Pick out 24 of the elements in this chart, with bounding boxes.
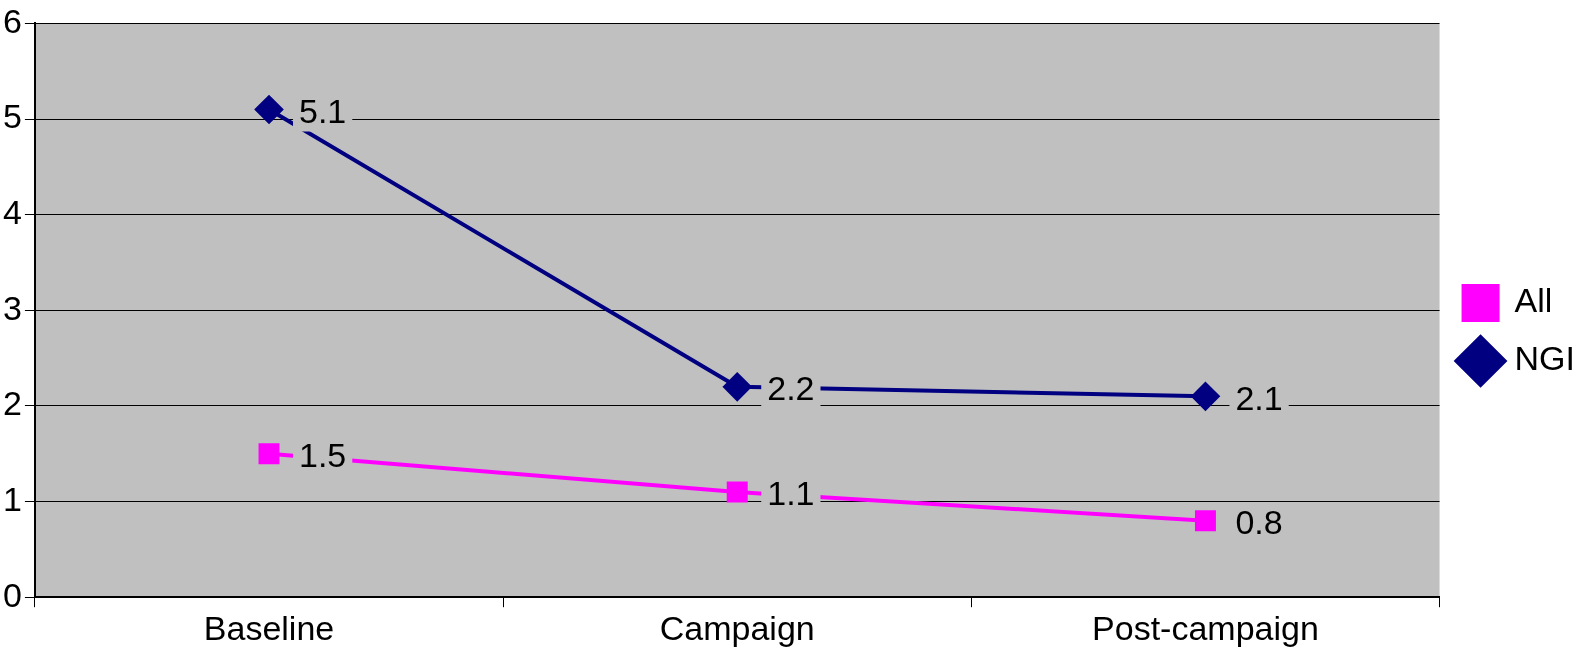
point — [1194, 510, 1216, 532]
x-tick-label: Baseline — [203, 608, 335, 647]
data-label: 0.8 — [1235, 503, 1283, 542]
data-label: 5.1 — [299, 91, 347, 130]
point — [258, 443, 280, 465]
data-label: 1.1 — [767, 474, 815, 513]
y-tick-label: 2 — [2, 384, 22, 423]
y-tick-label: 6 — [2, 1, 22, 40]
point — [723, 372, 752, 401]
data-label: 1.5 — [299, 436, 347, 475]
x-tick-label: Post-campaign — [1092, 608, 1319, 647]
point — [726, 481, 748, 503]
data-label: 2.1 — [1235, 378, 1283, 417]
legend-label: All — [1514, 281, 1553, 320]
y-tick-label: 0 — [2, 575, 22, 614]
data-label: 2.2 — [767, 369, 815, 408]
x-tick-label: Campaign — [659, 608, 815, 647]
point — [255, 95, 284, 124]
y-tick-label: 4 — [2, 193, 22, 232]
point — [1191, 382, 1220, 411]
y-tick-label: 1 — [2, 479, 22, 518]
legend-label: NGI — [1514, 339, 1576, 378]
y-tick-label: 3 — [2, 288, 22, 327]
y-tick-label: 5 — [2, 97, 22, 136]
